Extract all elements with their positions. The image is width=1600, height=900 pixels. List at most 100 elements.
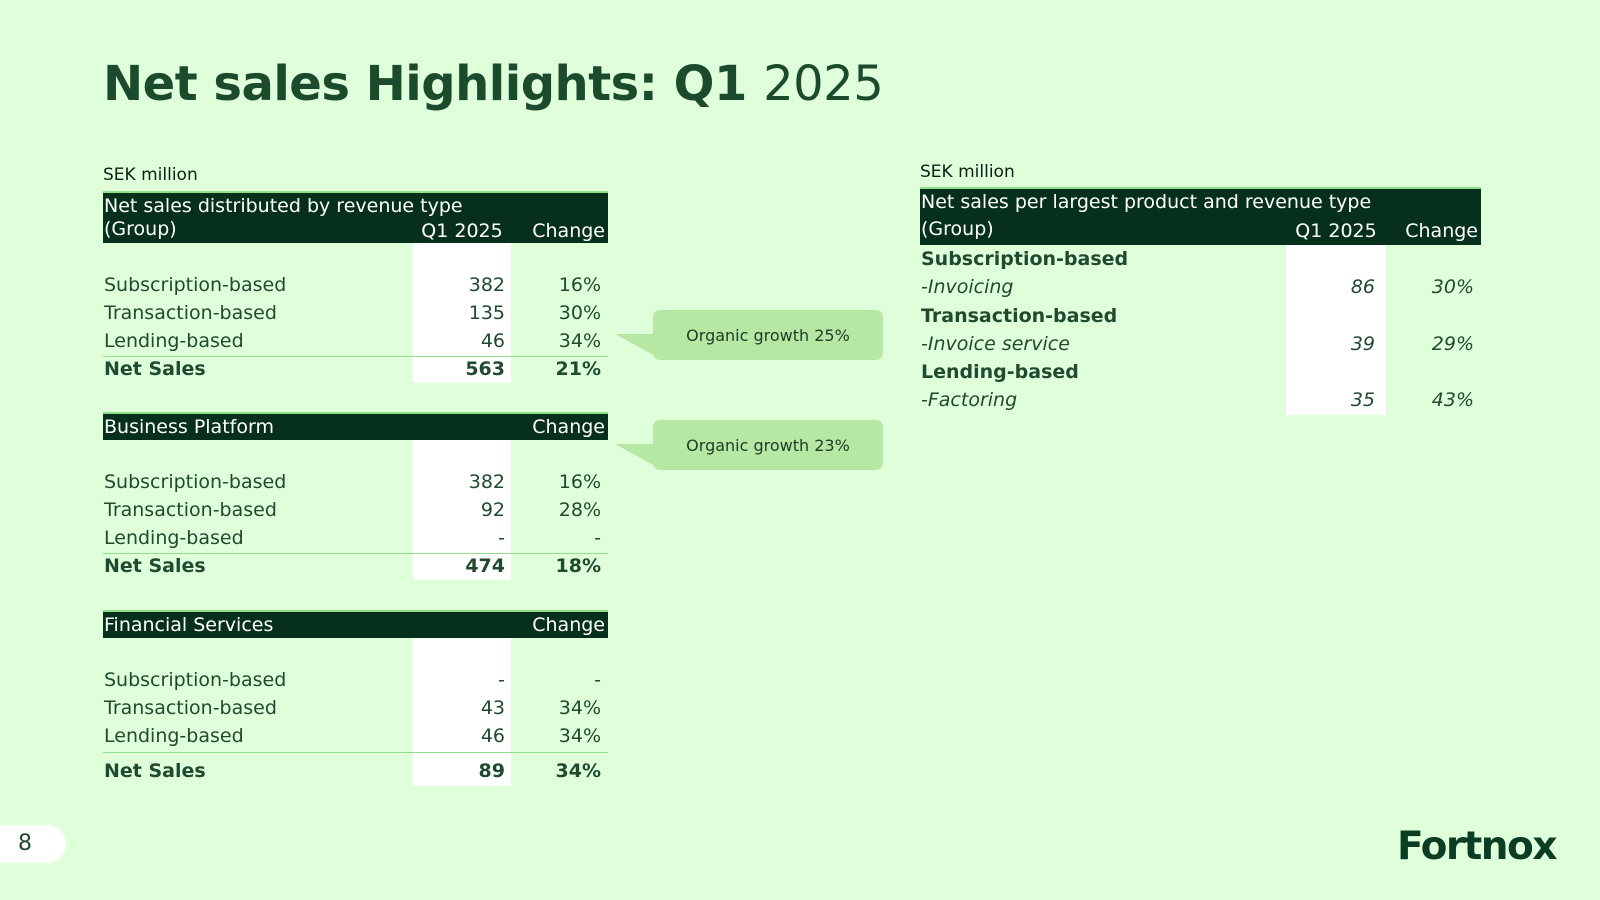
total-change: 18%	[555, 555, 601, 577]
total-label: Net Sales	[104, 760, 206, 782]
total-row: Net Sales 89 34%	[103, 757, 608, 785]
page-title: Net sales Highlights: Q1 2025	[103, 52, 884, 116]
table-row: Lending-based 46 34%	[103, 722, 608, 750]
total-divider	[103, 553, 608, 554]
value-column-highlight	[413, 440, 511, 580]
table-row: Transaction-based 92 28%	[103, 496, 608, 524]
header-subtitle: (Group)	[104, 218, 177, 240]
column-q1-2025: Q1 2025	[1295, 220, 1377, 242]
column-change: Change	[1405, 220, 1478, 242]
row-change: -	[594, 527, 601, 549]
value-column-highlight	[413, 243, 511, 383]
table-header: Net sales distributed by revenue type (G…	[103, 191, 608, 243]
row-change: 43%	[1431, 389, 1474, 411]
table-row: Lending-based - -	[103, 524, 608, 552]
product-row: -Invoice service 39 29%	[920, 330, 1481, 358]
total-divider	[103, 356, 608, 357]
value-column-highlight	[1286, 245, 1386, 415]
row-value: 35	[1350, 389, 1375, 411]
header-title: Net sales distributed by revenue type	[104, 195, 463, 217]
total-divider	[103, 752, 608, 753]
row-label: Transaction-based	[104, 302, 277, 324]
row-label: -Invoicing	[921, 276, 1014, 298]
category-row: Subscription-based	[920, 245, 1481, 273]
total-value: 474	[465, 555, 505, 577]
column-change: Change	[532, 416, 605, 438]
total-change: 34%	[555, 760, 601, 782]
unit-label-right: SEK million	[920, 162, 1015, 182]
row-value: 86	[1350, 276, 1375, 298]
product-revenue-table: Net sales per largest product and revenu…	[920, 187, 1481, 415]
row-value: 135	[468, 302, 505, 324]
header-title: Net sales per largest product and revenu…	[921, 191, 1372, 213]
value-column-highlight	[413, 638, 511, 786]
column-change: Change	[532, 220, 605, 242]
table-row: Subscription-based 382 16%	[103, 271, 608, 299]
row-label: Transaction-based	[104, 499, 277, 521]
row-label: Subscription-based	[104, 471, 287, 493]
row-value: 382	[468, 274, 505, 296]
total-row: Net Sales 474 18%	[103, 552, 608, 580]
table-row: Lending-based 46 34%	[103, 327, 608, 355]
row-label: Transaction-based	[104, 697, 277, 719]
row-label: -Invoice service	[921, 333, 1070, 355]
title-bold: Net sales Highlights: Q1	[103, 56, 747, 112]
table-row: Transaction-based 135 30%	[103, 299, 608, 327]
row-change: 30%	[558, 302, 601, 324]
row-value: 46	[480, 330, 505, 352]
product-row: -Invoicing 86 30%	[920, 273, 1481, 301]
row-value: 46	[480, 725, 505, 747]
row-value: 39	[1350, 333, 1375, 355]
header-title: Business Platform	[104, 416, 274, 438]
table-header: Business Platform Change	[103, 412, 608, 440]
row-change: 34%	[558, 330, 601, 352]
header-title: Financial Services	[104, 614, 274, 636]
total-value: 89	[478, 760, 505, 782]
row-change: -	[594, 669, 601, 691]
row-label: Lending-based	[921, 361, 1079, 383]
header-subtitle: (Group)	[921, 218, 994, 240]
row-value: 43	[480, 697, 505, 719]
business-platform-table: Business Platform Change Subscription-ba…	[103, 412, 608, 580]
row-change: 29%	[1431, 333, 1474, 355]
row-label: Lending-based	[104, 725, 244, 747]
organic-growth-callout-platform: Organic growth 23%	[615, 420, 883, 470]
row-change: 16%	[558, 471, 601, 493]
row-value: 382	[468, 471, 505, 493]
table-header: Net sales per largest product and revenu…	[920, 187, 1481, 245]
total-value: 563	[465, 358, 505, 380]
row-change: 28%	[558, 499, 601, 521]
row-label: Transaction-based	[921, 305, 1118, 327]
total-label: Net Sales	[104, 555, 206, 577]
group-revenue-table: Net sales distributed by revenue type (G…	[103, 191, 608, 383]
table-row: Transaction-based 43 34%	[103, 694, 608, 722]
row-value: -	[498, 669, 505, 691]
total-label: Net Sales	[104, 358, 206, 380]
column-q1-2025: Q1 2025	[421, 220, 503, 242]
row-label: Subscription-based	[921, 248, 1129, 270]
row-change: 34%	[558, 725, 601, 747]
row-label: Lending-based	[104, 527, 244, 549]
product-row: -Factoring 35 43%	[920, 386, 1481, 414]
unit-label-left: SEK million	[103, 165, 198, 185]
column-change: Change	[532, 614, 605, 636]
total-row: Net Sales 563 21%	[103, 355, 608, 383]
fortnox-logo: Fortnox	[1397, 824, 1557, 869]
row-value: 92	[480, 499, 505, 521]
row-label: Lending-based	[104, 330, 244, 352]
row-label: Subscription-based	[104, 669, 287, 691]
category-row: Transaction-based	[920, 302, 1481, 330]
row-change: 34%	[558, 697, 601, 719]
row-label: Subscription-based	[104, 274, 287, 296]
financial-services-table: Financial Services Change Subscription-b…	[103, 610, 608, 786]
title-year: 2025	[763, 56, 884, 112]
total-change: 21%	[555, 358, 601, 380]
table-row: Subscription-based 382 16%	[103, 468, 608, 496]
table-row: Subscription-based - -	[103, 666, 608, 694]
table-header: Financial Services Change	[103, 610, 608, 638]
row-value: -	[498, 527, 505, 549]
organic-growth-callout-group: Organic growth 25%	[615, 310, 883, 360]
category-row: Lending-based	[920, 358, 1481, 386]
page-number: 8	[0, 825, 66, 863]
row-change: 30%	[1431, 276, 1474, 298]
